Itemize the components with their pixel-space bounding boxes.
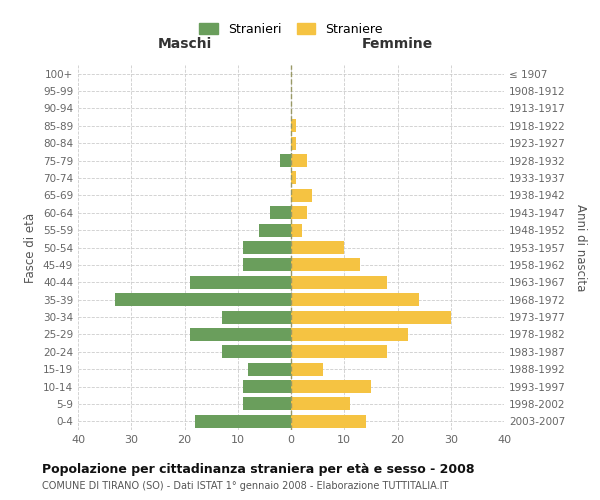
Bar [243,258,291,272]
Bar [291,276,387,289]
Bar [248,362,291,376]
Bar [190,328,291,341]
Bar [222,346,291,358]
Text: Popolazione per cittadinanza straniera per età e sesso - 2008: Popolazione per cittadinanza straniera p… [42,462,475,475]
Bar [291,328,408,341]
Legend: Stranieri, Straniere: Stranieri, Straniere [197,20,385,38]
Bar [291,172,296,184]
Bar [291,224,302,236]
Bar [291,380,371,393]
Text: Femmine: Femmine [362,37,433,51]
Y-axis label: Anni di nascita: Anni di nascita [574,204,587,291]
Bar [291,206,307,220]
Bar [280,154,291,167]
Bar [291,362,323,376]
Bar [259,224,291,236]
Y-axis label: Fasce di età: Fasce di età [25,212,37,282]
Bar [291,293,419,306]
Bar [291,398,350,410]
Bar [291,415,365,428]
Bar [291,310,451,324]
Bar [243,380,291,393]
Bar [291,346,387,358]
Bar [222,310,291,324]
Bar [115,293,291,306]
Bar [291,189,313,202]
Bar [291,120,296,132]
Bar [243,241,291,254]
Bar [270,206,291,220]
Bar [291,241,344,254]
Bar [291,258,360,272]
Bar [291,154,307,167]
Bar [243,398,291,410]
Text: Maschi: Maschi [157,37,212,51]
Text: COMUNE DI TIRANO (SO) - Dati ISTAT 1° gennaio 2008 - Elaborazione TUTTITALIA.IT: COMUNE DI TIRANO (SO) - Dati ISTAT 1° ge… [42,481,448,491]
Bar [291,136,296,149]
Bar [190,276,291,289]
Bar [195,415,291,428]
